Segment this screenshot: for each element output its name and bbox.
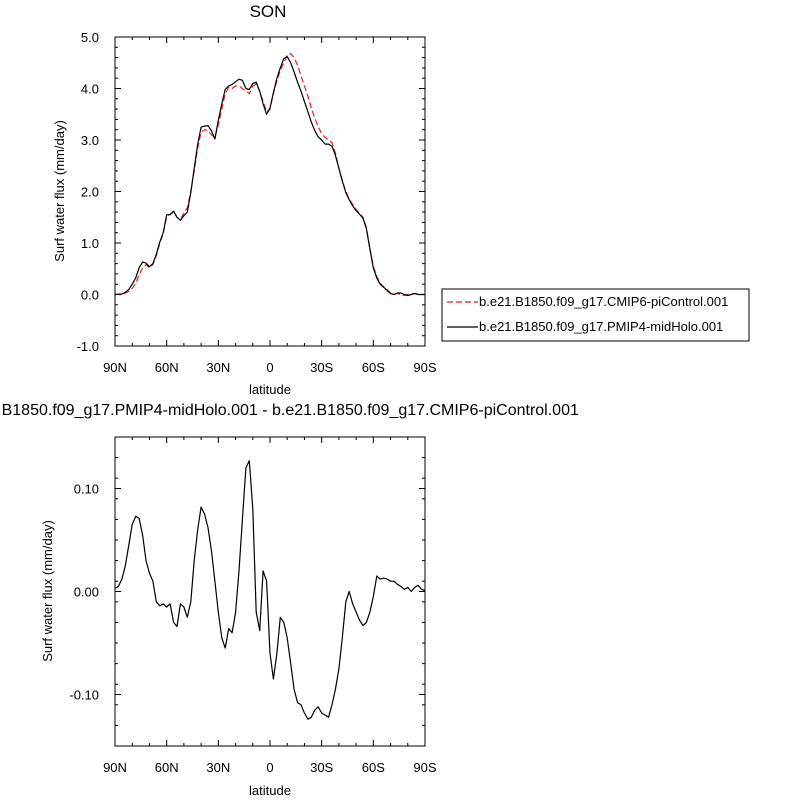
bottom-y-tick-label: -0.10	[69, 688, 99, 703]
bottom-plot-frame	[114, 436, 426, 747]
top-x-tick-label: 60S	[362, 360, 385, 375]
top-y-tick-label: -1.0	[77, 339, 99, 354]
bottom-x-tick-label: 0	[266, 760, 273, 775]
top-y-tick-label: 2.0	[81, 185, 99, 200]
legend: b.e21.B1850.f09_g17.CMIP6-piControl.001 …	[441, 288, 750, 342]
top-x-tick-label: 60N	[155, 360, 179, 375]
bottom-x-tick-label: 30N	[206, 760, 230, 775]
bottom-plot-area: 90N 60N 30N 0 30S 60S 90S -0.10 0.00 0.10	[69, 436, 437, 775]
top-series-line-1	[114, 55, 425, 297]
top-series-line-0	[115, 52, 425, 297]
legend-label-piControl: b.e21.B1850.f09_g17.CMIP6-piControl.001	[479, 294, 728, 309]
bottom-x-tick-label: 90N	[103, 760, 127, 775]
top-chart-title: SON	[250, 2, 287, 21]
top-x-tick-label: 30S	[310, 360, 333, 375]
bottom-y-axis-label: Surf water flux (mm/day)	[40, 520, 55, 662]
bottom-chart-title: b.e21.B1850.f09_g17.PMIP4-midHolo.001 - …	[0, 402, 579, 419]
top-y-tick-label: 3.0	[81, 133, 99, 148]
top-plot-area: 90N 60N 30N 0 30S 60S 90S -1.0 0.0 1.0 2.0 3.0 4.0 5.…	[77, 30, 437, 375]
bottom-x-tick-label: 60N	[155, 760, 179, 775]
bottom-x-tick-label: 60S	[362, 760, 385, 775]
top-chart: SON 90N 60N 30N 0 30S 60S 90S -1.0 0.0 1.0 2.0 3.0 4…	[52, 2, 437, 397]
top-x-tick-label: 90N	[103, 360, 127, 375]
bottom-chart: b.e21.B1850.f09_g17.PMIP4-midHolo.001 - …	[0, 402, 579, 798]
top-y-tick-label: 0.0	[81, 288, 99, 303]
top-x-tick-label: 0	[266, 360, 273, 375]
bottom-x-tick-label: 90S	[413, 760, 436, 775]
bottom-x-tick-label: 30S	[310, 760, 333, 775]
top-x-tick-label: 30N	[206, 360, 230, 375]
top-y-axis-label: Surf water flux (mm/day)	[52, 120, 67, 262]
top-plot-frame	[114, 36, 426, 347]
top-y-tick-label: 1.0	[81, 236, 99, 251]
legend-label-midHolo: b.e21.B1850.f09_g17.PMIP4-midHolo.001	[479, 319, 723, 334]
legend-box	[441, 288, 750, 342]
top-x-tick-label: 90S	[413, 360, 436, 375]
top-x-axis-label: latitude	[249, 382, 291, 397]
bottom-x-axis-label: latitude	[249, 783, 291, 798]
top-y-tick-label: 5.0	[81, 30, 99, 45]
bottom-y-tick-label: 0.10	[74, 482, 99, 497]
bottom-series-line-0	[114, 460, 426, 720]
bottom-y-tick-label: 0.00	[74, 585, 99, 600]
top-y-tick-label: 4.0	[81, 82, 99, 97]
